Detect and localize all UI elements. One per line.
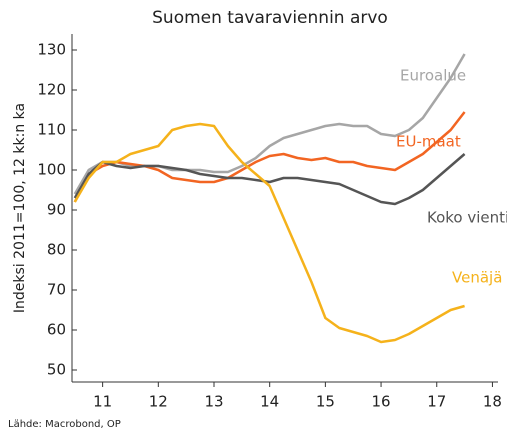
x-tick-label: 14 (260, 393, 279, 411)
y-tick-label: 70 (47, 281, 66, 299)
x-tick-label: 18 (483, 393, 502, 411)
y-tick-label: 90 (47, 201, 66, 219)
chart-title: Suomen tavaraviennin arvo (152, 8, 388, 28)
x-tick-label: 15 (316, 393, 335, 411)
x-tick-label: 12 (149, 393, 168, 411)
series-line (73, 111, 466, 203)
x-tick-label: 16 (372, 393, 391, 411)
x-tick-label: 17 (427, 393, 446, 411)
y-tick-label: 110 (37, 121, 66, 139)
series-line (73, 122, 465, 344)
series-label: EU-maat (396, 133, 461, 151)
series-label: Venäjä (452, 269, 502, 287)
y-tick-label: 100 (37, 161, 66, 179)
y-axis-label: Indeksi 2011=100, 12 kk:n ka (12, 103, 28, 313)
y-tick-label: 120 (37, 81, 66, 99)
y-tick-label: 80 (47, 241, 66, 259)
x-tick-label: 11 (93, 393, 112, 411)
source: Lähde: Macrobond, OP (8, 419, 121, 430)
series-label: Euroalue (400, 67, 466, 85)
y-tick-label: 60 (47, 321, 66, 339)
y-tick-label: 50 (47, 361, 66, 379)
series-label: Koko vienti (427, 209, 507, 227)
x-tick-label: 13 (204, 393, 223, 411)
series-line (73, 153, 466, 206)
y-tick-label: 130 (37, 41, 66, 59)
